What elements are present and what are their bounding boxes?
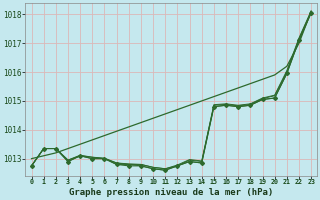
X-axis label: Graphe pression niveau de la mer (hPa): Graphe pression niveau de la mer (hPa) (69, 188, 274, 197)
